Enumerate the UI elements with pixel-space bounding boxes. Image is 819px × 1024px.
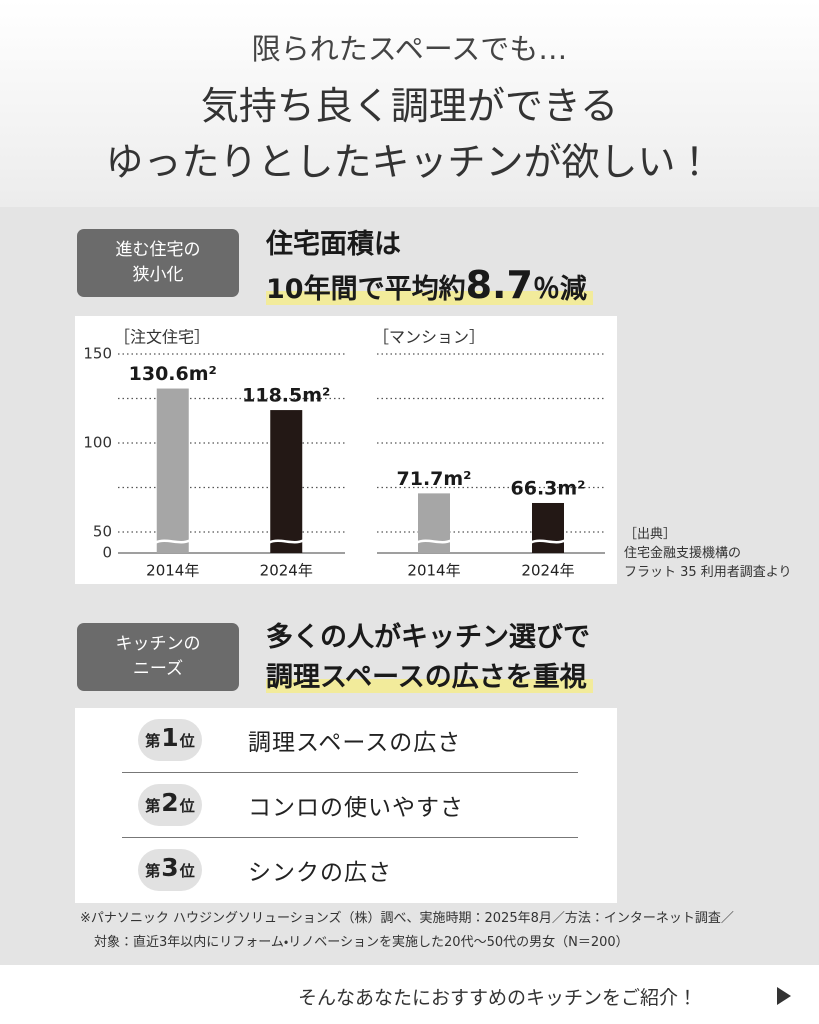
footer-background — [0, 965, 819, 1024]
headline-line: 調理スペースの広さを重視 — [266, 658, 593, 698]
source-line: フラット 35 利用者調査より — [624, 565, 792, 580]
lead: 限られたスペースでも… — [251, 32, 568, 66]
rank-prefix: 第 — [145, 732, 161, 750]
rank-number: 1 — [161, 723, 179, 752]
badge-line: キッチンの — [115, 634, 201, 654]
rank-suffix: 位 — [179, 862, 195, 880]
title-line: ゆったりとしたキッチンが欲しい！ — [105, 140, 714, 184]
source-line: 住宅金融支援機構の — [624, 546, 742, 561]
source-line: ［出典］ — [624, 527, 677, 542]
headline-text: ％減 — [532, 274, 587, 305]
rank-number: 2 — [161, 788, 179, 817]
footnote: ※パナソニック ハウジングソリューションズ（株）調べ、実施時期：2025年8月／… — [80, 907, 734, 955]
arrow-icon[interactable] — [775, 985, 793, 1007]
footer-link[interactable]: そんなあなたにおすすめのキッチンをご紹介！ — [298, 983, 697, 1010]
rank-row: 第 1 位 調理スペースの広さ — [122, 709, 578, 773]
footnote-line: ※パナソニック ハウジングソリューションズ（株）調べ、実施時期：2025年8月／… — [80, 911, 734, 926]
separator — [122, 837, 578, 838]
headline-line: 10年間で平均約8.7％減 — [266, 265, 593, 310]
chart-panel — [75, 316, 617, 584]
badge-line: 狭小化 — [132, 265, 184, 285]
rank-prefix: 第 — [145, 797, 161, 815]
footnote-line: 対象：直近3年以内にリフォーム・リノベーションを実施した20代〜50代の男女（N… — [94, 935, 629, 950]
highlight: 10年間で平均約8.7％減 — [266, 265, 593, 305]
headline-line: 多くの人がキッチン選びで — [266, 622, 590, 653]
headline: 住宅面積は 10年間で平均約8.7％減 — [266, 225, 593, 310]
rank-row: 第 2 位 コンロの使いやすさ — [122, 774, 578, 838]
rank-label: コンロの使いやすさ — [248, 795, 464, 821]
header-background — [0, 0, 819, 207]
headline: 多くの人がキッチン選びで 調理スペースの広さを重視 — [266, 618, 593, 698]
rank-suffix: 位 — [179, 732, 195, 750]
rank-number: 3 — [161, 853, 179, 882]
headline-number: 8.7 — [465, 263, 533, 307]
headline-text: 10年間で平均約 — [266, 274, 466, 305]
separator — [122, 772, 578, 773]
rank-label: 調理スペースの広さ — [248, 730, 462, 756]
footer-text[interactable]: そんなあなたにおすすめのキッチンをご紹介！ — [298, 987, 698, 1009]
rank-prefix: 第 — [145, 862, 161, 880]
rank-row: 第 3 位 シンクの広さ — [122, 839, 578, 903]
badge: 進む住宅の 狭小化 — [77, 229, 239, 297]
rank-label: シンクの広さ — [248, 860, 392, 886]
badge-line: ニーズ — [132, 659, 184, 679]
title-line: 気持ち良く調理ができる — [200, 84, 619, 128]
badge-line: 進む住宅の — [115, 240, 201, 260]
highlight: 調理スペースの広さを重視 — [266, 662, 593, 693]
main-title: 気持ち良く調理ができる ゆったりとしたキッチンが欲しい！ — [0, 78, 819, 190]
badge: キッチンの ニーズ — [77, 623, 239, 691]
source: ［出典］ 住宅金融支援機構の フラット 35 利用者調査より — [624, 525, 792, 582]
rank-suffix: 位 — [179, 797, 195, 815]
headline-line: 住宅面積は — [266, 229, 401, 260]
